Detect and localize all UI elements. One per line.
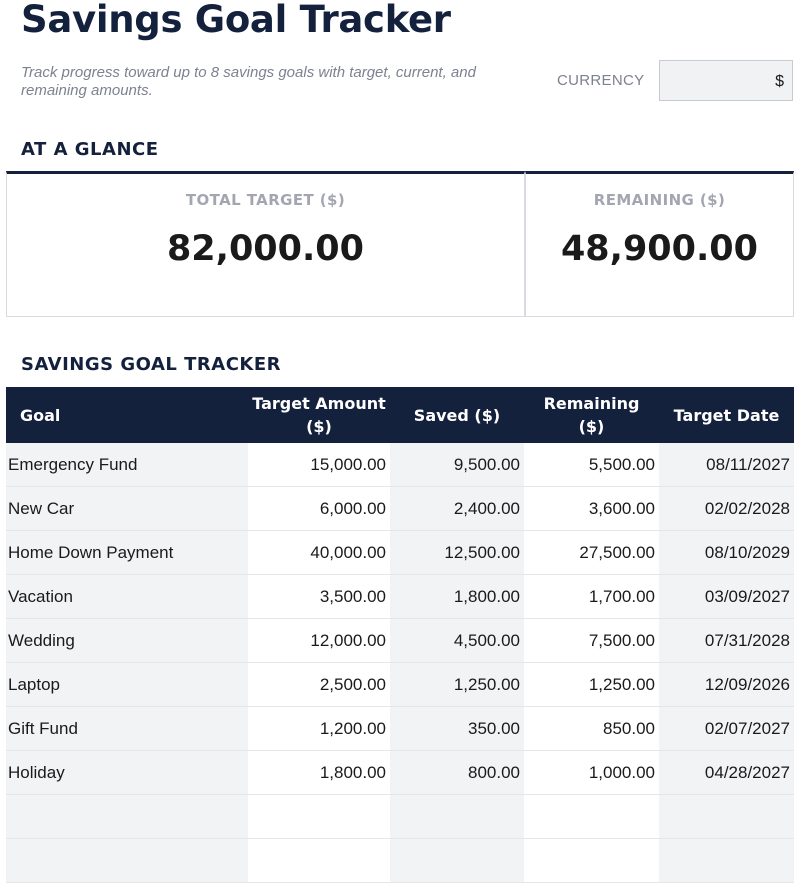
currency-label: CURRENCY [557,72,645,89]
cell-saved[interactable]: 9,500.00 [390,443,524,487]
cell-remaining[interactable]: 5,500.00 [524,443,659,487]
table-row [6,838,794,883]
cell-goal[interactable]: Home Down Payment [6,530,248,575]
total-target-value: 82,000.00 [166,229,365,269]
cell-goal[interactable]: Laptop [6,662,248,707]
cell-remaining[interactable]: 1,250.00 [524,662,659,707]
cell-goal[interactable]: Holiday [6,750,248,795]
cell-remaining[interactable]: 27,500.00 [524,530,659,575]
cell-goal[interactable]: Emergency Fund [6,443,248,487]
remaining-label: REMAINING ($) [593,191,726,209]
cell-saved[interactable]: 800.00 [390,750,524,795]
cell-saved[interactable]: 4,500.00 [390,618,524,663]
cell-target-date[interactable]: 12/09/2026 [659,662,794,707]
cell-target-amount[interactable]: 3,500.00 [248,574,390,619]
cell-goal[interactable] [6,838,248,883]
cell-target-amount[interactable]: 1,800.00 [248,750,390,795]
table-row: Wedding 12,000.00 4,500.00 7,500.00 07/31/20… [6,618,794,663]
table-row: Emergency Fund 15,000.00 9,500.00 5,500.00 0… [6,443,794,487]
total-target-label: TOTAL TARGET ($) [185,191,346,209]
currency-input[interactable]: $ [659,60,793,101]
cell-target-date[interactable]: 07/31/2028 [659,618,794,663]
cell-saved[interactable] [390,794,524,839]
table-row: Vacation 3,500.00 1,800.00 1,700.00 03/09/20… [6,574,794,619]
savings-goal-tracker-heading: SAVINGS GOAL TRACKER [21,354,282,375]
table-row: New Car 6,000.00 2,400.00 3,600.00 02/02/202… [6,486,794,531]
cell-target-date[interactable]: 03/09/2027 [659,574,794,619]
at-a-glance-heading: AT A GLANCE [21,139,159,160]
table-row [6,794,794,839]
cell-target-date[interactable]: 02/02/2028 [659,486,794,531]
cell-target-date[interactable]: 08/10/2029 [659,530,794,575]
cell-goal[interactable]: Vacation [6,574,248,619]
cell-saved[interactable]: 1,800.00 [390,574,524,619]
page-subtitle: Track progress toward up to 8 savings go… [21,64,476,99]
table-header-row: Goal Target Amount ($) Saved ($) Remaini… [6,387,794,443]
cell-target-amount[interactable]: 15,000.00 [248,443,390,487]
cell-goal[interactable]: Gift Fund [6,706,248,751]
cell-goal[interactable]: Wedding [6,618,248,663]
page-title: Savings Goal Tracker [21,0,451,41]
cell-target-amount[interactable]: 6,000.00 [248,486,390,531]
column-header-target-date: Target Date [659,387,794,443]
column-header-saved: Saved ($) [390,387,524,443]
cell-remaining[interactable]: 3,600.00 [524,486,659,531]
cell-target-date[interactable] [659,794,794,839]
cell-saved[interactable]: 1,250.00 [390,662,524,707]
cell-remaining[interactable]: 1,000.00 [524,750,659,795]
cell-target-date[interactable]: 08/11/2027 [659,443,794,487]
cell-target-amount[interactable]: 12,000.00 [248,618,390,663]
table-row: Holiday 1,800.00 800.00 1,000.00 04/28/2027 [6,750,794,795]
cell-target-amount[interactable]: 40,000.00 [248,530,390,575]
remaining-card: REMAINING ($) 48,900.00 [525,171,794,317]
cell-goal[interactable]: New Car [6,486,248,531]
cell-remaining[interactable]: 850.00 [524,706,659,751]
cell-saved[interactable]: 12,500.00 [390,530,524,575]
table-row: Gift Fund 1,200.00 350.00 850.00 02/07/2027 [6,706,794,751]
cell-goal[interactable] [6,794,248,839]
total-target-card: TOTAL TARGET ($) 82,000.00 [6,171,525,317]
column-header-target-amount: Target Amount ($) [248,387,390,443]
cell-remaining[interactable] [524,794,659,839]
cell-target-date[interactable]: 04/28/2027 [659,750,794,795]
cell-saved[interactable]: 2,400.00 [390,486,524,531]
column-header-remaining: Remaining ($) [524,387,659,443]
cell-target-date[interactable]: 02/07/2027 [659,706,794,751]
table-row: Home Down Payment 40,000.00 12,500.00 27,50… [6,530,794,575]
cell-saved[interactable]: 350.00 [390,706,524,751]
cell-remaining[interactable]: 1,700.00 [524,574,659,619]
cell-remaining[interactable] [524,838,659,883]
remaining-value: 48,900.00 [560,229,759,269]
column-header-goal: Goal [6,387,248,443]
cell-saved[interactable] [390,838,524,883]
savings-goals-table: Goal Target Amount ($) Saved ($) Remaini… [6,387,794,883]
cell-target-amount[interactable] [248,794,390,839]
cell-target-date[interactable] [659,838,794,883]
table-row: Laptop 2,500.00 1,250.00 1,250.00 12/09/2026 [6,662,794,707]
cell-remaining[interactable]: 7,500.00 [524,618,659,663]
cell-target-amount[interactable]: 1,200.00 [248,706,390,751]
cell-target-amount[interactable]: 2,500.00 [248,662,390,707]
cell-target-amount[interactable] [248,838,390,883]
